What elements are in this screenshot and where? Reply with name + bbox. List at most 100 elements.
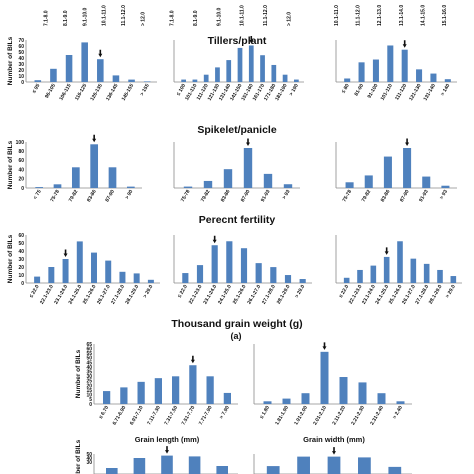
bar (215, 67, 220, 82)
bar (106, 468, 118, 474)
y-tick-label: 30 (18, 62, 24, 68)
y-tick-label: 40 (86, 456, 92, 462)
bar (203, 74, 209, 82)
bar (422, 176, 431, 188)
bar (216, 466, 228, 474)
bar (383, 256, 390, 283)
bar (372, 59, 379, 82)
bar (387, 45, 394, 82)
x-tick-label: 28.1-29.0 (276, 284, 292, 305)
x-tick-label: 96-105 (44, 83, 57, 100)
bar (364, 175, 373, 188)
y-tick-label: 10 (18, 273, 24, 279)
x-tick-label: > 93 (281, 189, 291, 201)
x-tick-label: 24.1-25.0 (217, 284, 233, 305)
x-tick-label: 14.1-15.0 (421, 5, 427, 26)
bar (90, 144, 99, 188)
y-tick-label: 40 (18, 249, 24, 255)
y-tick-label: 15 (86, 388, 92, 394)
bar (260, 55, 265, 82)
bar (301, 393, 310, 404)
y-tick-label: 60 (18, 233, 24, 239)
y-tick-label: 30 (86, 460, 92, 466)
chart-panel-8: 75-78 79-82 83-86 87-90 91-93 > 93 (335, 138, 457, 203)
x-tick-label: ≤ 80 (341, 83, 351, 95)
mean-arrow-marker (98, 49, 103, 58)
x-tick-label: 91-93 (260, 189, 272, 203)
y-tick-label: 80 (18, 149, 24, 155)
x-tick-label: 7.1-8.0 (44, 10, 50, 26)
x-tick-label: > 155 (139, 83, 151, 97)
y-tick-label: 0 (21, 80, 24, 86)
x-tick-label: 83-86 (220, 189, 232, 203)
bar (226, 60, 232, 82)
x-tick-label: 7.1-8.0 (170, 10, 176, 26)
y-tick-label: 0 (21, 281, 24, 287)
x-tick-label: 136-145 (105, 83, 119, 102)
y-tick-label: 30 (86, 374, 92, 380)
x-tick-label: 81-90 (353, 83, 365, 97)
x-tick-label: 6.91-7.10 (129, 405, 145, 426)
bar (437, 269, 443, 283)
x-tick-label: 13.1-14.0 (399, 5, 405, 26)
bar (133, 458, 146, 474)
bar (423, 263, 430, 283)
x-tick-label: > 90 (124, 189, 134, 201)
x-tick-label: > 12.0 (140, 12, 146, 26)
x-tick-label: 79-82 (361, 189, 373, 203)
bar (263, 173, 273, 188)
x-tick-label: 7.71-7.90 (198, 405, 214, 426)
bar (128, 79, 135, 82)
bar (226, 241, 233, 283)
bar (358, 382, 367, 404)
bar (270, 267, 277, 283)
y-tick-label: 45 (86, 360, 92, 366)
mean-arrow-marker (332, 447, 337, 455)
section-title-spikelet: Spikelet/panicle (197, 124, 277, 136)
x-tick-label: > 93 (439, 189, 449, 201)
x-tick-label: 11.1-12.0 (263, 5, 269, 26)
mean-arrow-marker (246, 138, 250, 146)
x-tick-label: ≤ 6.70 (98, 405, 110, 420)
y-tick-label: 0 (21, 186, 24, 192)
bar (293, 79, 299, 82)
bar (161, 455, 173, 474)
x-tick-label: 10.1-11.0 (334, 5, 340, 26)
section-title-grain-weight: Thousand grain weight (g) (171, 318, 302, 330)
mean-arrow-marker (249, 35, 254, 44)
y-tick-label: 40 (86, 365, 92, 371)
x-tick-label: 83-86 (380, 189, 392, 203)
y-axis-label: Number of BILs (75, 439, 82, 474)
bar (401, 49, 408, 82)
bar (284, 275, 292, 283)
x-tick-label: 7.31-7.50 (163, 405, 179, 426)
mean-arrow-marker (92, 134, 97, 143)
x-tick-label: 10.1-11.0 (102, 5, 108, 26)
x-tick-label: 9.1-10.0 (216, 7, 222, 26)
y-tick-label: 40 (18, 56, 24, 62)
x-tick-label: 28.1-29.0 (124, 284, 140, 305)
chart-panel-5: ≤ 80 81-90 91-100 101-110 111-120 121-130 131-… (335, 40, 457, 102)
x-tick-label: 131-140 (423, 83, 437, 102)
bar (76, 241, 83, 283)
bar (358, 457, 371, 474)
x-tick-label: 91-93 (418, 189, 430, 203)
bar (282, 74, 288, 82)
x-tick-label: 11.1-12.0 (356, 5, 362, 26)
y-tick-label: 60 (18, 44, 24, 50)
x-tick-label: ≤ 22.0 (338, 284, 350, 299)
y-axis-label: Number of BILs (7, 140, 14, 189)
bar (430, 73, 437, 82)
x-tick-label: 87-90 (240, 189, 252, 203)
bar (50, 68, 57, 82)
bar (81, 42, 88, 82)
mean-arrow-marker (384, 247, 389, 255)
x-tick-label: 87-90 (104, 189, 116, 203)
chart-panel-2: 10.1-11.0 11.1-12.0 12.1-13.0 13.1-14.0 14.1… (334, 5, 448, 26)
bar (441, 185, 450, 188)
bar (240, 248, 248, 283)
bar (283, 184, 293, 188)
x-tick-label: 101-110 (380, 83, 394, 102)
